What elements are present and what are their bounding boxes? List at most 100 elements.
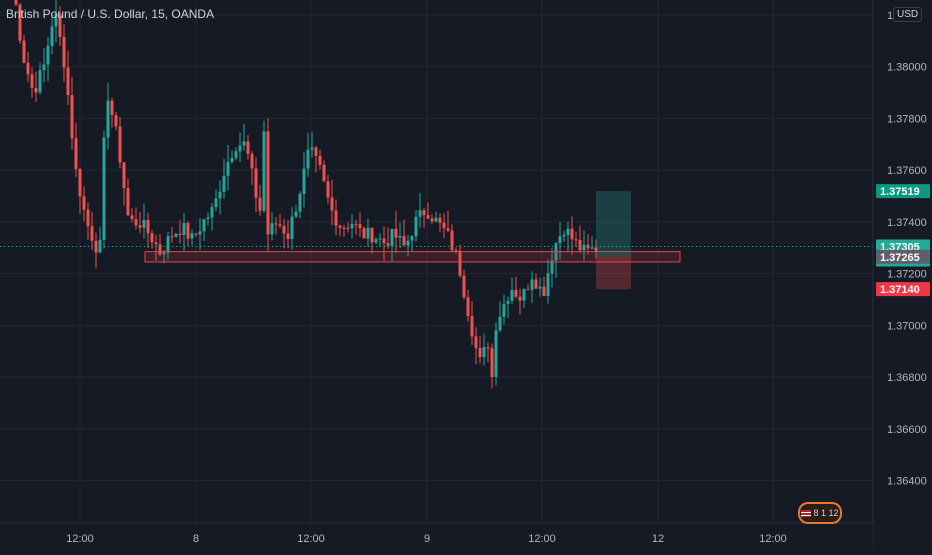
entry-price-label: 1.37265	[880, 252, 920, 264]
time-axis[interactable]	[0, 523, 873, 550]
candle-body	[102, 137, 106, 240]
long-position-loss-zone[interactable]	[596, 256, 631, 290]
candle-body	[470, 316, 474, 337]
candle-body	[382, 238, 386, 244]
price-tick-label: 1.37400	[887, 217, 927, 229]
candle-body	[350, 223, 354, 229]
candle-body	[254, 168, 258, 198]
candle-body	[314, 147, 318, 156]
candle-body	[198, 231, 202, 235]
candle-body	[262, 131, 266, 211]
candle-body	[118, 126, 122, 163]
candle-body	[42, 64, 46, 71]
candle-body	[342, 227, 346, 229]
candle-body	[70, 95, 74, 139]
price-tick-label: 1.36400	[887, 476, 927, 488]
price-axis[interactable]	[873, 0, 932, 550]
economic-events-badge[interactable]: 8 1 12	[798, 502, 842, 524]
candle-body	[294, 211, 298, 217]
candle-body	[518, 296, 522, 301]
candle-body	[442, 222, 446, 229]
candle-body	[142, 219, 146, 228]
candle-body	[462, 275, 466, 298]
candle-body	[194, 233, 198, 235]
candle-body	[258, 197, 262, 211]
candle-body	[34, 87, 38, 93]
candle-body	[282, 225, 286, 234]
candle-body	[26, 62, 30, 75]
candle-body	[370, 227, 374, 243]
time-tick-label: 9	[424, 533, 430, 545]
candle-body	[82, 196, 86, 210]
candle-body	[334, 210, 338, 226]
candle-body	[62, 37, 66, 68]
candle-body	[346, 227, 350, 229]
candle-body	[266, 131, 270, 235]
currency-unit-button[interactable]: USD	[893, 7, 923, 22]
candle-body	[566, 228, 570, 235]
candle-body	[22, 40, 26, 63]
candle-body	[206, 217, 210, 220]
candle-body	[310, 147, 314, 150]
candle-body	[390, 228, 394, 246]
candle-body	[170, 236, 174, 238]
candle-body	[110, 100, 114, 116]
candle-body	[178, 233, 182, 235]
candle-body	[466, 297, 470, 317]
candle-body	[222, 175, 226, 192]
take-profit-price-label: 1.37519	[880, 186, 920, 198]
candle-body	[274, 223, 278, 225]
candle-body	[398, 236, 402, 238]
candle-body	[130, 215, 134, 220]
candle-body	[54, 13, 58, 27]
candle-body	[590, 247, 594, 249]
candle-body	[90, 226, 94, 241]
candle-body	[458, 250, 462, 276]
candle-body	[430, 218, 434, 222]
candle-body	[50, 26, 54, 46]
us-flag-icon	[801, 510, 812, 518]
support-zone-rectangle[interactable]	[144, 251, 681, 263]
candle-body	[290, 216, 294, 239]
candle-body	[522, 289, 526, 301]
candle-body	[330, 197, 334, 211]
candle-body	[426, 215, 430, 219]
candle-body	[578, 240, 582, 251]
candle-body	[414, 216, 418, 237]
candle-body	[78, 168, 82, 197]
candle-body	[150, 233, 154, 243]
candle-body	[594, 247, 598, 252]
candle-body	[218, 191, 222, 199]
candle-body	[514, 289, 518, 297]
candle-body	[538, 286, 542, 289]
candle-body	[298, 193, 302, 212]
candle-body	[30, 74, 34, 88]
candle-body	[134, 219, 138, 226]
candle-body	[214, 198, 218, 208]
time-tick-label: 12:00	[66, 533, 94, 545]
take-profit-price-label-bg	[876, 184, 930, 199]
candle-body	[58, 13, 62, 38]
price-tick-label: 1.36800	[887, 372, 927, 384]
candle-body	[366, 227, 370, 239]
candle-body	[250, 153, 254, 169]
candle-body	[106, 100, 110, 138]
time-tick-label: 12:00	[528, 533, 556, 545]
long-position-profit-zone[interactable]	[596, 191, 631, 257]
candle-body	[530, 279, 534, 290]
candle-body	[302, 168, 306, 194]
candle-body	[138, 225, 142, 228]
candle-body	[186, 223, 190, 239]
candle-body	[246, 141, 250, 154]
time-tick-label: 8	[193, 533, 199, 545]
candle-body	[234, 151, 238, 158]
candle-body	[190, 233, 194, 239]
candle-body	[230, 157, 234, 163]
candle-body	[286, 233, 290, 239]
candle-body	[114, 115, 118, 127]
candle-body	[242, 141, 246, 146]
candle-body	[182, 223, 186, 235]
symbol-title[interactable]: British Pound / U.S. Dollar, 15, OANDA	[6, 7, 215, 21]
